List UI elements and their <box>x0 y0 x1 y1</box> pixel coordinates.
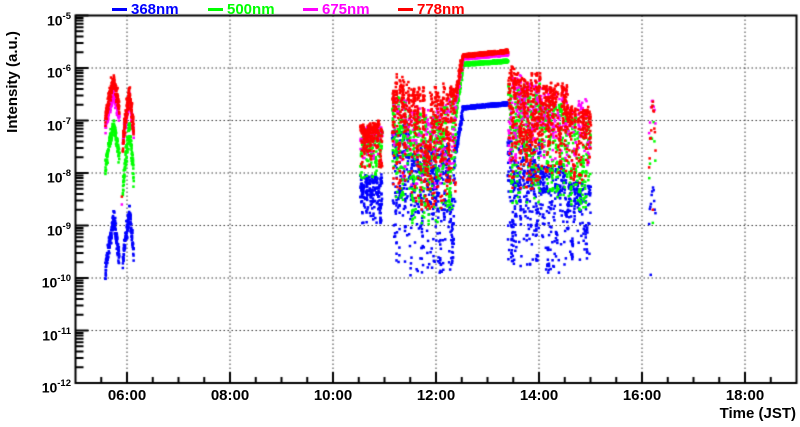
legend-marker <box>112 8 127 11</box>
y-tick-label: 10-10 <box>41 273 71 291</box>
x-axis-title: Time (JST) <box>719 405 796 422</box>
x-tick-label: 12:00 <box>416 387 456 404</box>
legend-marker <box>208 8 223 11</box>
legend-label: 368nm <box>131 1 179 18</box>
x-tick-label: 18:00 <box>725 387 765 404</box>
y-tick-label: 10-9 <box>46 220 71 239</box>
y-tick-label: 10-5 <box>46 10 71 29</box>
y-tick-label: 10-6 <box>46 63 71 81</box>
x-tick-label: 16:00 <box>622 387 662 404</box>
legend-label: 778nm <box>417 1 465 18</box>
legend-item-675nm: 675nm <box>303 1 370 18</box>
y-tick-label: 10-7 <box>46 115 71 134</box>
x-tick-label: 10:00 <box>313 387 353 404</box>
legend-item-778nm: 778nm <box>398 1 465 18</box>
y-tick-label: 10-12 <box>41 378 71 396</box>
legend-item-500nm: 500nm <box>208 1 275 18</box>
y-tick-label: 10-11 <box>42 325 71 344</box>
y-tick-label: 10-8 <box>46 168 71 186</box>
legend-item-368nm: 368nm <box>112 1 179 18</box>
legend-marker <box>303 8 318 11</box>
x-tick-label: 06:00 <box>107 387 147 404</box>
legend-label: 500nm <box>227 1 275 18</box>
legend-label: 675nm <box>322 1 370 18</box>
x-tick-label: 08:00 <box>210 387 250 404</box>
x-tick-label: 14:00 <box>519 387 559 404</box>
legend-marker <box>398 8 413 11</box>
